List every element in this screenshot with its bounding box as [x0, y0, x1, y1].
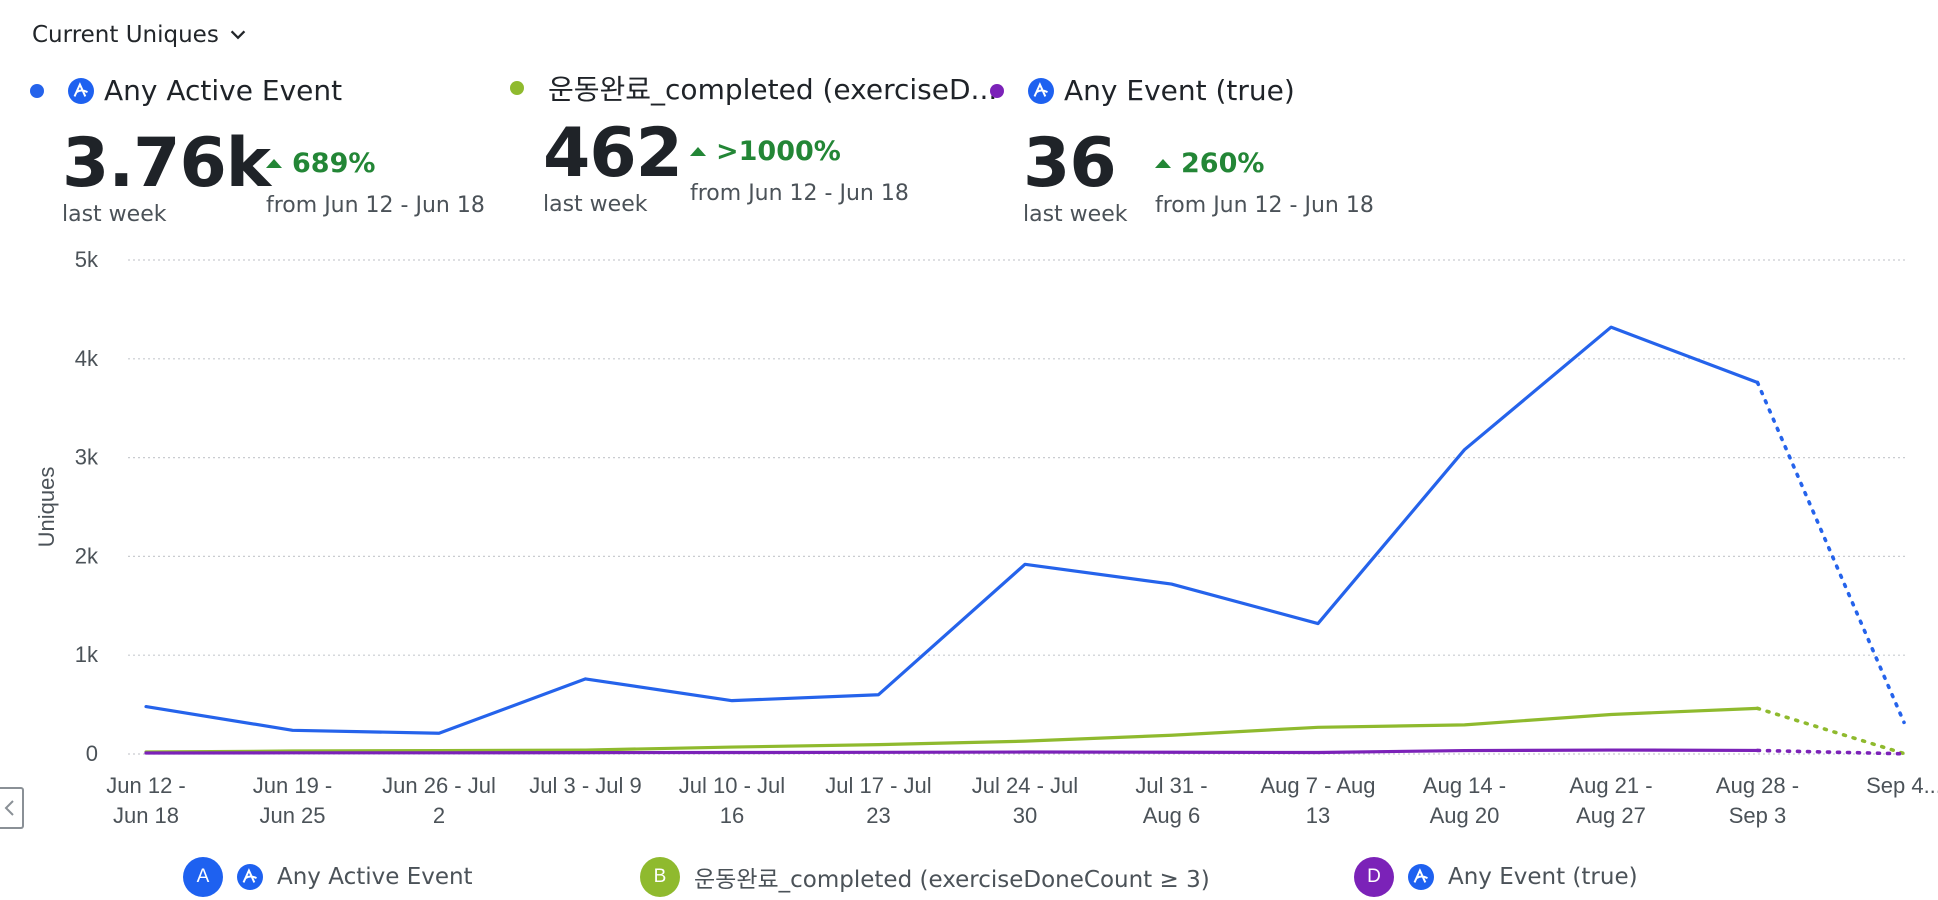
amplitude-icon — [68, 77, 94, 104]
up-arrow-icon — [266, 159, 282, 168]
metric-a-delta: 689% — [292, 148, 376, 179]
x-tick-label: 16 — [720, 803, 744, 828]
metric-b-from: from Jun 12 - Jun 18 — [690, 181, 909, 206]
x-tick-label: Sep 3 — [1729, 803, 1787, 828]
x-tick-label: Jun 18 — [113, 803, 179, 828]
legend-b-badge: B — [640, 857, 680, 897]
metric-b-value: 462 — [543, 114, 683, 193]
up-arrow-icon — [1155, 159, 1171, 168]
metric-dropdown[interactable]: Current Uniques — [32, 22, 249, 48]
series-d-dot — [990, 83, 1004, 98]
y-tick-label: 0 — [86, 741, 98, 766]
metric-a-value: 3.76k — [62, 124, 271, 203]
x-tick-label: Jun 25 — [259, 803, 325, 828]
collapse-panel-button[interactable] — [0, 787, 24, 829]
legend-b[interactable]: B 운동완료_completed (exerciseDoneCount ≥ 3) — [640, 857, 1210, 897]
series-line-incomplete — [1755, 748, 1906, 756]
series-line-incomplete — [1755, 706, 1906, 756]
legend-d-badge: D — [1354, 857, 1394, 897]
series-line — [144, 706, 1760, 754]
metric-b-period: last week — [543, 192, 648, 217]
metric-d-period: last week — [1023, 202, 1128, 227]
x-tick-label: Jul 17 - Jul — [825, 773, 931, 798]
amplitude-icon — [1408, 864, 1434, 890]
x-tick-label: 2 — [433, 803, 445, 828]
chevron-left-icon — [4, 800, 14, 816]
y-tick-label: 1k — [75, 642, 99, 667]
y-tick-label: 3k — [75, 445, 99, 470]
x-tick-label: Aug 20 — [1430, 803, 1500, 828]
y-tick-label: 4k — [75, 346, 99, 371]
x-tick-label: Jul 24 - Jul — [972, 773, 1078, 798]
metric-d-name: Any Event (true) — [1064, 74, 1295, 107]
amplitude-icon — [237, 864, 263, 890]
y-tick-label: 2k — [75, 543, 99, 568]
y-tick-label: 5k — [75, 247, 99, 272]
y-axis-label: Uniques — [34, 467, 59, 548]
x-tick-label: Aug 6 — [1143, 803, 1201, 828]
x-tick-label: Aug 21 - — [1569, 773, 1652, 798]
series-line — [144, 748, 1760, 755]
legend-d[interactable]: D Any Event (true) — [1354, 857, 1638, 897]
series-line — [144, 325, 1760, 735]
metric-b: 운동완료_completed (exerciseD... — [510, 68, 997, 108]
metric-dropdown-label: Current Uniques — [32, 22, 219, 48]
x-tick-label: 30 — [1013, 803, 1037, 828]
metric-b-name: 운동완료_completed (exerciseD... — [548, 73, 998, 106]
x-tick-label: Jul 31 - — [1135, 773, 1207, 798]
x-tick-label: Jul 10 - Jul — [679, 773, 785, 798]
amplitude-icon — [1028, 77, 1054, 104]
metric-d: Any Event (true) — [990, 74, 1295, 107]
metric-a-from: from Jun 12 - Jun 18 — [266, 193, 485, 218]
legend-d-label: Any Event (true) — [1448, 864, 1638, 890]
x-tick-label: Sep 4... — [1866, 773, 1938, 798]
metric-d-value: 36 — [1023, 124, 1117, 203]
legend-b-label: 운동완료_completed (exerciseDoneCount ≥ 3) — [694, 867, 1210, 893]
x-tick-label: Aug 14 - — [1423, 773, 1506, 798]
series-a-dot — [30, 83, 44, 98]
legend-a[interactable]: A Any Active Event — [183, 857, 473, 897]
metric-a-period: last week — [62, 202, 167, 227]
x-tick-label: 23 — [866, 803, 890, 828]
up-arrow-icon — [690, 147, 706, 156]
x-tick-label: Jun 26 - Jul — [382, 773, 496, 798]
series-b-dot — [510, 81, 524, 95]
legend-a-badge: A — [183, 857, 223, 897]
metric-b-delta: >1000% — [716, 136, 841, 167]
series-line-incomplete — [1755, 380, 1906, 725]
x-tick-label: Jun 19 - — [253, 773, 333, 798]
legend-a-label: Any Active Event — [277, 864, 473, 890]
x-tick-label: Aug 7 - Aug — [1261, 773, 1376, 798]
metric-a: Any Active Event — [30, 74, 342, 107]
x-tick-label: Jul 3 - Jul 9 — [529, 773, 642, 798]
metric-a-name: Any Active Event — [104, 74, 343, 107]
chevron-down-icon — [230, 30, 246, 40]
x-tick-label: Aug 27 — [1576, 803, 1646, 828]
x-tick-label: Aug 28 - — [1716, 773, 1799, 798]
x-tick-label: 13 — [1306, 803, 1330, 828]
x-tick-label: Jun 12 - — [106, 773, 186, 798]
metric-d-from: from Jun 12 - Jun 18 — [1155, 193, 1374, 218]
metric-d-delta: 260% — [1181, 148, 1265, 179]
